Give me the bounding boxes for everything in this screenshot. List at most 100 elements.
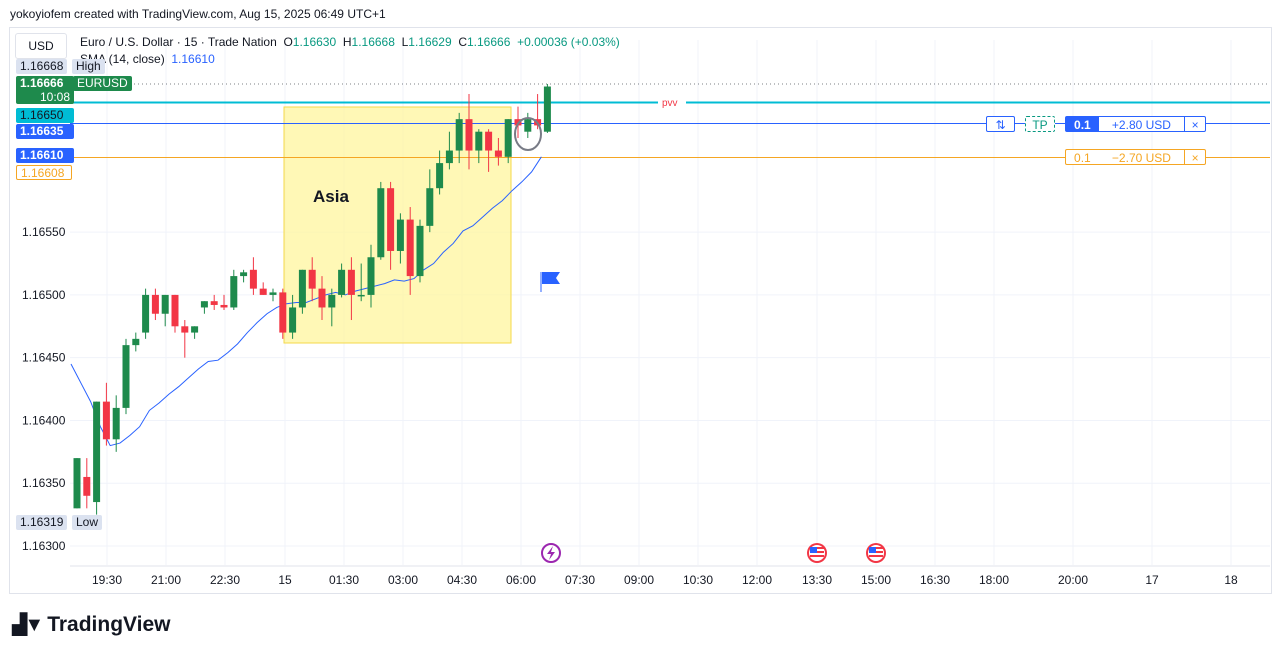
circle-highlight[interactable] bbox=[514, 117, 542, 151]
candle bbox=[357, 263, 365, 302]
y-tick-label: 1.16350 bbox=[22, 476, 66, 490]
legend-change: +0.00036 (+0.03%) bbox=[517, 35, 620, 49]
candle bbox=[347, 257, 355, 321]
legend-high: 1.16668 bbox=[351, 35, 395, 49]
candle bbox=[543, 84, 551, 133]
candle bbox=[83, 458, 91, 509]
reverse-position-button[interactable]: ⇅ bbox=[986, 116, 1015, 132]
indicator-value: 1.16610 bbox=[171, 52, 215, 66]
candle bbox=[328, 288, 336, 327]
sma-line bbox=[70, 156, 542, 447]
us-flag-icon[interactable] bbox=[807, 543, 827, 563]
candle bbox=[240, 269, 248, 283]
candle bbox=[210, 294, 218, 310]
candle bbox=[338, 263, 346, 298]
y-tick-label: 1.16400 bbox=[22, 413, 66, 427]
candle bbox=[426, 169, 434, 233]
candle bbox=[494, 137, 502, 166]
candle bbox=[387, 181, 395, 270]
candle bbox=[269, 288, 277, 302]
tp-price-tag: 1.16635 bbox=[16, 124, 74, 139]
candle bbox=[230, 269, 238, 310]
symbol-title[interactable]: Euro / U.S. Dollar · 15 · Trade Nation bbox=[80, 35, 277, 49]
x-tick-label: 19:30 bbox=[92, 573, 122, 587]
candle bbox=[475, 129, 483, 164]
sl-price-tag: 1.16608 bbox=[16, 165, 72, 180]
x-tick-label: 01:30 bbox=[329, 573, 359, 587]
chart-attribution: yokoyiofem created with TradingView.com,… bbox=[10, 7, 386, 21]
candle bbox=[220, 294, 228, 310]
candle bbox=[318, 276, 326, 321]
x-tick-label: 09:00 bbox=[624, 573, 654, 587]
x-tick-label: 12:00 bbox=[742, 573, 772, 587]
x-tick-label: 15 bbox=[278, 573, 292, 587]
candle bbox=[416, 219, 424, 283]
candle bbox=[249, 257, 257, 295]
time-axis: 19:30 21:00 22:30 15 01:30 03:00 04:30 06:00 07:… bbox=[92, 573, 1238, 587]
candle bbox=[485, 129, 493, 172]
candle bbox=[171, 294, 179, 333]
candle bbox=[132, 332, 140, 352]
candle bbox=[112, 395, 120, 452]
brand-name: TradingView bbox=[47, 612, 171, 636]
sl-order-pnl: −2.70 USD bbox=[1111, 151, 1171, 165]
last-price-tag: 1.16666 10:08 bbox=[16, 76, 74, 104]
candle bbox=[181, 320, 189, 358]
candle bbox=[406, 207, 414, 295]
x-tick-label: 22:30 bbox=[210, 573, 240, 587]
candle bbox=[279, 288, 287, 339]
symbol-legend: Euro / U.S. Dollar · 15 · Trade Nation O… bbox=[80, 35, 620, 49]
x-tick-label: 21:00 bbox=[151, 573, 181, 587]
bar-countdown: 10:08 bbox=[39, 90, 70, 104]
legend-open: 1.16630 bbox=[292, 35, 337, 49]
tp-button[interactable]: TP bbox=[1025, 116, 1055, 132]
tv-logo-icon: ▟▼ bbox=[12, 614, 44, 636]
candle bbox=[191, 326, 199, 339]
candle bbox=[504, 119, 512, 164]
candle bbox=[436, 150, 444, 195]
currency-button[interactable]: USD bbox=[15, 33, 67, 59]
x-tick-label: 20:00 bbox=[1058, 573, 1088, 587]
sma-price-tag: 1.16610 bbox=[16, 148, 74, 163]
x-tick-label: 10:30 bbox=[683, 573, 713, 587]
chart-frame bbox=[9, 27, 1272, 594]
tp-close-icon[interactable]: × bbox=[1184, 117, 1205, 132]
candle bbox=[377, 181, 385, 260]
candle bbox=[445, 131, 453, 170]
tp-order-qty: 0.1 bbox=[1066, 117, 1099, 132]
x-tick-label: 16:30 bbox=[920, 573, 950, 587]
y-tick-label: 1.16450 bbox=[22, 351, 66, 365]
candle bbox=[259, 282, 267, 295]
x-tick-label: 17 bbox=[1145, 573, 1159, 587]
flag-icon[interactable] bbox=[540, 272, 560, 292]
candles bbox=[73, 84, 551, 515]
candle bbox=[465, 94, 473, 170]
low-price-tag: 1.16319 bbox=[16, 515, 68, 530]
sl-close-icon[interactable]: × bbox=[1184, 150, 1205, 165]
pvv-label: pvv bbox=[662, 98, 678, 109]
x-tick-label: 18 bbox=[1224, 573, 1238, 587]
candle bbox=[308, 257, 316, 302]
candle bbox=[396, 213, 404, 264]
lightning-event-icon[interactable] bbox=[541, 543, 561, 563]
line-price-tag: 1.16650 bbox=[16, 108, 74, 123]
y-tick-label: 1.16300 bbox=[22, 539, 66, 553]
legend-ohlc: O1.16630 H1.16668 L1.16629 C1.16666 +0.0… bbox=[283, 35, 620, 49]
tp-order-box[interactable]: 0.1 +2.80 USD × bbox=[1065, 116, 1206, 132]
x-tick-label: 06:00 bbox=[506, 573, 536, 587]
legend-low: 1.16629 bbox=[408, 35, 452, 49]
sl-order-box[interactable]: 0.1 −2.70 USD × bbox=[1065, 149, 1206, 165]
y-tick-label: 1.16500 bbox=[22, 288, 66, 302]
candle bbox=[102, 382, 110, 446]
tradingview-logo[interactable]: ▟▼ TradingView bbox=[12, 612, 171, 637]
y-tick-label: 1.16550 bbox=[22, 225, 66, 239]
candle bbox=[455, 112, 463, 164]
us-flag-icon[interactable] bbox=[866, 543, 886, 563]
candle bbox=[161, 294, 169, 327]
low-label-tag: Low bbox=[72, 515, 103, 530]
price-axis: 1.16550 1.16500 1.16450 1.16400 1.16350 1.163… bbox=[22, 225, 66, 553]
high-label-tag: High bbox=[72, 59, 105, 74]
symbol-tag: EURUSD bbox=[73, 76, 132, 91]
candle bbox=[200, 301, 208, 314]
